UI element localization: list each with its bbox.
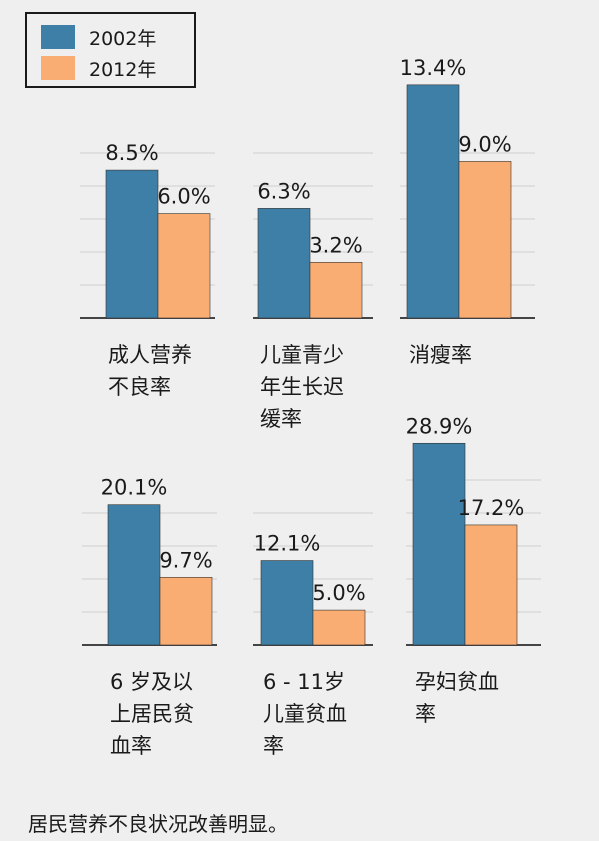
category-label: 儿童贫血 [263,702,347,726]
data-label: 3.2% [309,233,362,257]
data-label: 17.2% [458,496,525,520]
data-label: 5.0% [312,581,365,605]
bar-2012-1 [309,262,363,319]
bar-2012-4 [312,609,366,646]
bar-2012-2 [458,161,512,319]
data-label: 9.0% [458,132,511,156]
footer-caption: 居民营养不良状况改善明显。 [28,812,288,836]
category-label: 成人营养 [108,343,192,367]
bar-2002-1 [257,208,311,319]
legend-swatch-2002 [41,25,75,49]
legend-label-2002: 2002年 [89,27,157,50]
data-label: 13.4% [400,56,467,80]
category-label: 年生长迟 [260,375,344,399]
category-label: 率 [263,734,284,758]
legend-swatch-2012 [41,56,75,80]
data-label: 8.5% [105,141,158,165]
category-label: 血率 [110,734,152,758]
bar-2012-5 [464,524,518,646]
legend-label-2012: 2012年 [89,58,157,81]
bar-2012-3 [159,576,213,646]
bar-2002-4 [260,560,314,646]
data-label: 20.1% [101,476,168,500]
category-label: 6 - 11岁 [263,670,345,694]
category-label: 6 岁及以 [110,670,193,694]
data-label: 28.9% [406,414,473,438]
legend-item-2002: 2002年 [41,24,156,50]
category-label: 不良率 [108,375,171,399]
category-label: 消瘦率 [409,343,472,367]
data-label: 12.1% [254,532,321,556]
legend-item-2012: 2012年 [41,55,156,81]
data-label: 6.0% [157,185,210,209]
data-label: 6.3% [257,179,310,203]
bar-2002-3 [107,504,161,646]
data-label: 9.7% [159,548,212,572]
category-label: 儿童青少 [260,343,344,367]
category-label: 孕妇贫血 [415,670,499,694]
bar-2002-5 [412,442,466,646]
category-label: 缓率 [260,407,302,431]
category-label: 上居民贫 [110,702,194,726]
legend: 2002年 2012年 [25,12,196,88]
category-label: 率 [415,702,436,726]
bar-2002-2 [406,84,460,319]
bar-2012-0 [157,213,211,319]
bar-2002-0 [105,169,159,319]
